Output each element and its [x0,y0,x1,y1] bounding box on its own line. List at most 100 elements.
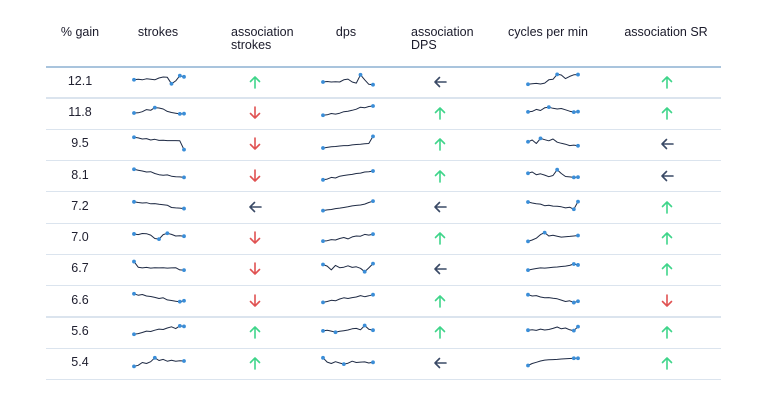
strokes-sparkline-path [133,357,185,368]
strokes-sparkline [132,73,186,86]
strokes-sparkline-marker [182,298,186,303]
cycles-per-min-sparkline-marker [526,199,530,204]
association-sr-up-arrow-icon [661,75,673,89]
strokes-sparkline [132,291,186,304]
strokes-sparkline [132,105,186,116]
strokes-sparkline-path [133,293,185,302]
association-strokes-down-arrow-icon [249,293,261,307]
dps-sparkline-marker [371,82,375,87]
gain-value: 6.6 [71,292,89,307]
dps-sparkline-marker [321,329,325,333]
row-divider [46,316,721,318]
cycles-per-min-sparkline [526,230,580,244]
strokes-sparkline [132,260,186,273]
strokes-sparkline-marker [182,111,186,116]
strokes-sparkline-marker [132,332,136,337]
dps-sparkline [321,72,375,87]
dps-sparkline-marker [358,72,363,77]
dps-sparkline-path [322,293,374,303]
strokes-sparkline-marker [182,174,186,179]
strokes-sparkline [132,199,186,211]
strokes-sparkline-path [133,168,185,178]
cycles-per-min-sparkline-marker [526,292,530,297]
cycles-per-min-sparkline-path [527,326,579,332]
cycles-per-min-sparkline-marker [555,167,560,172]
cycles-per-min-sparkline-marker [538,136,543,141]
dps-sparkline-marker [371,360,375,365]
strokes-sparkline [132,166,186,179]
association-dps-left-arrow-icon [434,264,447,275]
row-divider [46,379,721,381]
dps-sparkline-path [322,105,374,116]
gain-value: 11.8 [68,104,92,119]
cycles-per-min-sparkline-marker [576,299,580,303]
cycles-per-min-sparkline-marker [576,109,580,114]
cycles-per-min-sparkline-marker [576,144,580,148]
dps-sparkline-marker [321,239,325,244]
association-strokes-down-arrow-icon [249,106,261,119]
cycles-per-min-sparkline-marker [526,328,530,333]
strokes-sparkline-path [133,325,185,335]
dps-sparkline-path [322,200,374,211]
cycles-per-min-sparkline-marker [526,363,530,368]
dps-sparkline-marker [371,168,375,173]
cycles-per-min-sparkline-marker [555,72,560,76]
dps-sparkline-marker [371,292,375,297]
dps-sparkline-marker [321,146,325,151]
dps-sparkline-marker [341,362,346,367]
cycles-per-min-sparkline-marker [571,300,576,305]
strokes-sparkline-path [133,74,185,84]
association-sr-up-arrow-icon [661,326,673,339]
association-strokes-left-arrow-icon [249,201,262,213]
cycles-per-min-sparkline-path [527,106,579,113]
strokes-sparkline-marker [132,166,136,171]
gain-value: 6.7 [71,261,89,276]
dps-sparkline [321,292,375,304]
row-divider [46,222,721,224]
strokes-sparkline-marker [132,260,136,264]
cycles-per-min-sparkline-marker [542,230,547,235]
cycles-per-min-sparkline-marker [526,268,530,273]
dps-sparkline-marker [371,134,375,139]
dps-sparkline-path [322,73,374,85]
association-dps-up-arrow-icon [434,294,446,308]
gain-value: 5.6 [71,324,89,339]
dps-sparkline-marker [321,113,325,118]
gain-value: 8.1 [71,167,89,182]
cycles-per-min-sparkline-path [527,293,579,303]
dps-sparkline-path [322,136,374,149]
cycles-per-min-sparkline [526,72,580,86]
cycles-per-min-sparkline [526,292,580,305]
strokes-sparkline-marker [177,111,182,116]
cycles-per-min-sparkline-marker [576,263,580,268]
cycles-per-min-sparkline [526,105,580,114]
association-strokes-down-arrow-icon [249,168,261,182]
row-divider [46,285,721,287]
dps-sparkline-path [322,170,374,180]
strokes-sparkline-marker [177,324,182,328]
header-dps: dps [335,25,357,39]
cycles-per-min-sparkline-marker [571,262,576,267]
cycles-per-min-sparkline-marker [571,356,576,361]
dps-sparkline-marker [371,328,375,333]
cycles-per-min-sparkline-path [527,358,578,367]
dps-sparkline [321,356,375,367]
dps-sparkline-marker [321,356,325,361]
association-dps-left-arrow-icon [434,76,447,87]
cycles-per-min-sparkline-marker [526,81,530,86]
cycles-per-min-sparkline-marker [576,72,580,77]
strokes-sparkline [132,324,186,337]
cycles-per-min-sparkline [526,199,580,211]
row-divider [46,347,721,349]
row-divider [46,159,721,162]
dps-sparkline-marker [321,263,325,267]
association-sr-left-arrow-icon [661,170,674,181]
strokes-sparkline-marker [132,77,136,82]
cycles-per-min-sparkline-marker [576,324,580,329]
dps-sparkline-path [322,233,374,242]
strokes-sparkline [132,135,186,152]
cycles-per-min-sparkline-marker [576,199,580,204]
association-dps-up-arrow-icon [434,107,446,120]
cycles-per-min-sparkline-marker [571,110,576,114]
cycles-per-min-sparkline-path [527,232,579,243]
